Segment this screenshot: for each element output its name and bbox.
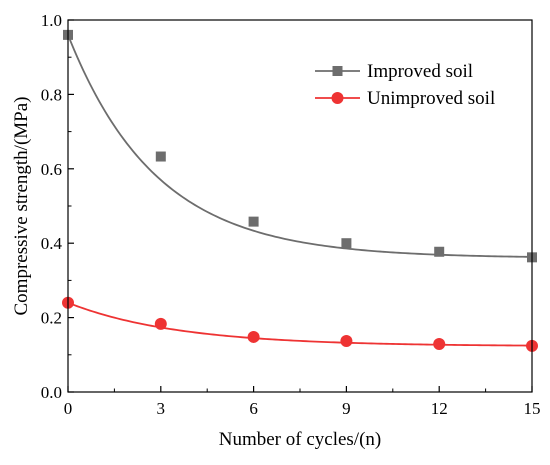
- y-axis-title: Compressive strength/(MPa): [11, 96, 32, 315]
- x-tick-label: 6: [249, 399, 258, 418]
- x-tick-label: 3: [157, 399, 166, 418]
- y-tick-label: 1.0: [41, 11, 62, 30]
- data-point-improved-soil: [155, 151, 166, 162]
- legend-marker-improved-soil: [332, 66, 343, 76]
- data-point-unimproved-soil: [154, 317, 167, 330]
- ticks-layer: 0 3 6 9 12 15 0.0 0.2 0.4 0.6 0.8 1.0: [41, 11, 541, 418]
- fit-line-unimproved-soil: [67, 301, 533, 347]
- legend-marker-shape-unimproved-soil: [331, 92, 344, 104]
- x-tick-label: 0: [64, 399, 73, 418]
- legend-label-unimproved-soil: Unimproved soil: [367, 88, 495, 109]
- x-axis-title: Number of cycles/(n): [219, 429, 382, 450]
- x-tick-label: 12: [431, 399, 448, 418]
- data-point-improved-soil: [341, 238, 352, 249]
- data-point-unimproved-soil: [340, 335, 353, 348]
- data-point-unimproved-soil: [247, 330, 260, 343]
- legend-label-improved-soil: Improved soil: [367, 61, 473, 82]
- x-tick-label: 9: [342, 399, 351, 418]
- y-tick-label: 0.2: [41, 309, 62, 328]
- x-tick-label: 15: [524, 399, 541, 418]
- fit-line-improved-soil: [67, 34, 533, 258]
- data-point-unimproved-soil: [433, 338, 446, 351]
- data-point-improved-soil: [434, 246, 445, 257]
- legend-marker-unimproved-soil: [331, 92, 344, 104]
- legend: Improved soil Unimproved soil: [315, 61, 495, 109]
- y-tick-label: 0.4: [41, 234, 63, 253]
- y-tick-label: 0.8: [41, 85, 62, 104]
- y-tick-label: 0.0: [41, 383, 62, 402]
- legend-marker-shape-improved-soil: [332, 66, 343, 76]
- data-point-improved-soil: [248, 216, 259, 227]
- y-tick-label: 0.6: [41, 160, 62, 179]
